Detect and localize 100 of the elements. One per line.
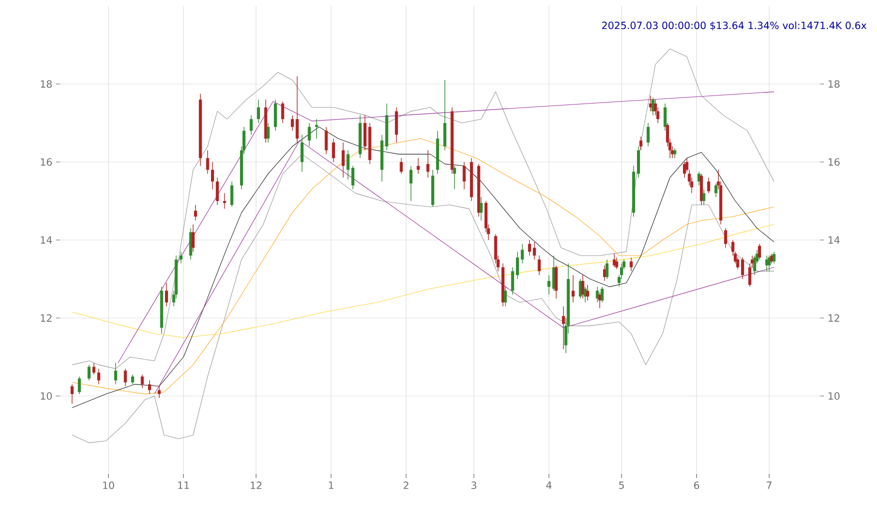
line-series <box>72 48 774 369</box>
candlestick <box>70 384 74 404</box>
x-tick-label: 3 <box>471 482 476 490</box>
candlestick <box>216 177 219 206</box>
candlestick <box>385 103 388 151</box>
candlestick <box>453 166 456 190</box>
candlestick <box>300 134 304 172</box>
candlestick <box>431 169 434 208</box>
candlestick <box>180 251 183 264</box>
candlestick <box>707 177 710 194</box>
candlestick <box>281 101 284 124</box>
candlestick <box>501 263 504 307</box>
y2-tick-label: 14 <box>828 236 840 244</box>
y2-tick-label: 10 <box>828 392 840 400</box>
x-tick-label: 10 <box>103 482 114 490</box>
candlestick <box>702 188 706 206</box>
candlestick <box>223 192 226 210</box>
x-tick-label: 5 <box>619 482 624 489</box>
y-tick-label: 18 <box>40 80 52 88</box>
x-tick-label: 7 <box>766 482 772 489</box>
x-tick-label: 2 <box>404 482 408 489</box>
y2-tick-label: 12 <box>828 314 840 322</box>
candlestick <box>358 114 362 158</box>
candlestick <box>636 146 640 178</box>
candlestick <box>198 93 202 166</box>
candlestick <box>528 240 532 256</box>
candlestick <box>682 162 686 178</box>
candlestick <box>192 224 195 252</box>
candlestick <box>606 259 609 280</box>
candlestick <box>632 166 636 217</box>
candlestick <box>189 228 192 260</box>
x-tick-label: 12 <box>250 482 262 489</box>
candlestick <box>470 158 473 202</box>
candlestick <box>400 158 403 174</box>
candlestick <box>532 242 536 260</box>
candlestick <box>615 257 618 270</box>
candlestick <box>664 103 667 132</box>
candlestick <box>639 136 642 151</box>
candlestick <box>758 244 761 260</box>
candlestick <box>462 162 466 190</box>
candlestick <box>724 228 728 248</box>
y-tick-label: 10 <box>40 392 52 400</box>
x-tick-label: 11 <box>178 482 189 489</box>
candlestick <box>714 183 718 198</box>
candlestick <box>131 374 134 385</box>
x-tick-label: 4 <box>546 482 552 489</box>
candlestick <box>646 122 650 147</box>
candlestick <box>394 107 398 143</box>
candlestick <box>346 150 350 180</box>
candlestick <box>148 380 152 394</box>
candlestick <box>266 122 270 143</box>
candlestick <box>416 158 420 174</box>
candlestick <box>363 114 366 151</box>
line-series <box>72 224 774 338</box>
candlestick <box>516 251 519 280</box>
candlestick <box>92 362 96 375</box>
candlestick <box>547 274 550 295</box>
candlestick <box>409 166 412 202</box>
candlestick <box>436 130 440 174</box>
text: 2025.07.03 00:00:00 $13.64 1.34% vol:1471.4K 0.6x <box>602 21 866 31</box>
candlestick <box>124 368 127 387</box>
line-series <box>72 154 774 444</box>
candlestick <box>581 274 584 299</box>
y-tick-label: 16 <box>40 158 52 166</box>
candlestick <box>114 362 118 385</box>
candlestick <box>652 97 654 116</box>
candlestick <box>165 282 168 307</box>
candlestick <box>256 99 260 124</box>
candlestick <box>554 265 558 299</box>
candlestick <box>342 142 345 178</box>
candlestick <box>520 244 524 264</box>
candlestick <box>480 196 483 221</box>
candlestick <box>450 107 454 174</box>
candlestick <box>158 386 161 398</box>
candlestick <box>572 274 575 303</box>
y2-tick-label: 18 <box>828 80 840 88</box>
candlestick <box>160 286 164 334</box>
candlestick <box>586 284 590 301</box>
candlestick <box>324 126 328 155</box>
x-tick-label: 1 <box>329 482 334 489</box>
candlestick <box>97 368 100 385</box>
y2-tick-label: 16 <box>828 158 840 166</box>
y-tick-label: 14 <box>40 236 52 244</box>
candlestick <box>274 99 277 132</box>
candlestick <box>504 286 507 307</box>
candlestick <box>380 134 384 182</box>
candlestick <box>250 114 253 136</box>
candlestick <box>741 257 744 280</box>
candlestick <box>140 374 144 389</box>
candlestick <box>206 150 210 174</box>
candlestick <box>748 263 752 288</box>
candlestick <box>630 257 633 272</box>
y-tick-label: 12 <box>40 314 52 322</box>
candlestick <box>426 150 430 178</box>
candlestick <box>332 138 336 162</box>
candlestick <box>538 255 541 276</box>
candlestick <box>88 364 91 381</box>
x-tick-label: 6 <box>694 482 700 490</box>
candlestick <box>511 266 514 295</box>
candlestick <box>562 306 565 350</box>
